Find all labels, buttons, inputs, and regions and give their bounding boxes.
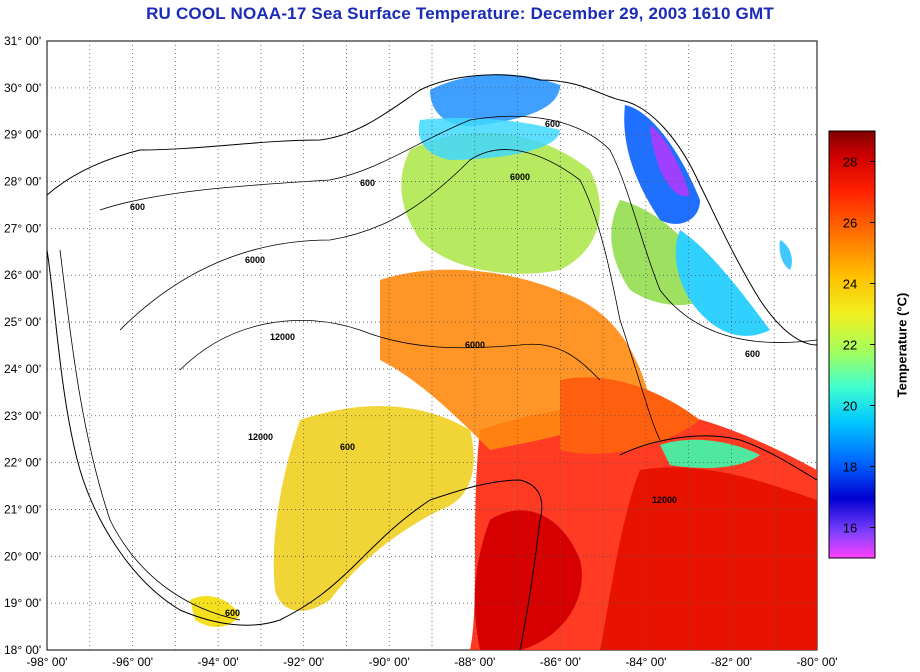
colorbar-ticks: 28 26 24 22 20 18 16 [843, 155, 875, 536]
coastline-gulf [47, 74, 817, 346]
graticule [47, 41, 817, 650]
contour-label: 600 [545, 119, 560, 129]
colorbar-tick-label: 18 [843, 460, 857, 475]
latitude-tick-label: 29° 00' [4, 128, 41, 142]
contour-label: 12000 [270, 332, 295, 342]
latitude-tick-label: 30° 00' [4, 81, 41, 95]
coastline-layer [47, 74, 817, 650]
colorbar-tick-label: 26 [843, 216, 857, 231]
colorbar-tick-label: 22 [843, 338, 857, 353]
map-title: RU COOL NOAA-17 Sea Surface Temperature:… [146, 4, 774, 23]
latitude-tick-label: 20° 00' [4, 549, 41, 563]
isobath-layer [59, 115, 817, 621]
sst-green-north [401, 132, 600, 274]
isobath-600-west [59, 249, 241, 621]
longitude-tick-label: -86° 00' [540, 655, 581, 669]
contour-label: 12000 [652, 495, 677, 505]
contour-label: 6000 [510, 172, 530, 182]
sst-layer [190, 74, 817, 650]
contour-label: 6000 [245, 255, 265, 265]
sst-deep-red-yucatan [474, 510, 582, 650]
longitude-tick-label: -90° 00' [369, 655, 410, 669]
latitude-tick-label: 25° 00' [4, 315, 41, 329]
sst-yellow-west [273, 406, 474, 611]
latitude-tick-label: 26° 00' [4, 268, 41, 282]
latitude-tick-label: 21° 00' [4, 502, 41, 516]
sst-purple-florida [650, 125, 690, 197]
latitude-tick-label: 22° 00' [4, 456, 41, 470]
isobath-6000 [119, 149, 661, 441]
longitude-tick-label: -96° 00' [112, 655, 153, 669]
sst-cyan-bahamas [779, 240, 792, 270]
colorbar-tick-label: 28 [843, 155, 857, 170]
coastline-mexico [47, 249, 543, 650]
sst-yellow-bay [190, 595, 240, 627]
sst-teal-cuba [660, 439, 760, 468]
latitude-labels: 31° 00' 30° 00' 29° 00' 28° 00' 27° 00' 26° 0… [4, 34, 41, 657]
latitude-tick-label: 28° 00' [4, 175, 41, 189]
colorbar-label: Temperature (°C) [894, 292, 910, 398]
longitude-tick-label: -84° 00' [625, 655, 666, 669]
longitude-tick-label: -92° 00' [283, 655, 324, 669]
isobath-600 [99, 115, 817, 343]
longitude-labels: -98° 00' -96° 00' -94° 00' -92° 00' -90° 00'… [26, 655, 837, 669]
colorbar-tick-label: 24 [843, 277, 857, 292]
colorbar [828, 130, 876, 559]
colorbar-tick-label: 16 [843, 521, 857, 536]
latitude-tick-label: 23° 00' [4, 409, 41, 423]
contour-label: 600 [340, 442, 355, 452]
isobath-12000 [179, 319, 601, 381]
sst-cyan-north [418, 118, 560, 160]
longitude-tick-label: -82° 00' [711, 655, 752, 669]
coastline-cuba [619, 435, 817, 481]
latitude-tick-label: 18° 00' [4, 643, 41, 657]
latitude-tick-label: 31° 00' [4, 34, 41, 48]
sst-cyan-florida [675, 230, 770, 336]
sst-red-caribbean [600, 467, 817, 650]
latitude-tick-label: 19° 00' [4, 596, 41, 610]
sst-orange-east [560, 377, 700, 454]
contour-label: 600 [130, 202, 145, 212]
contour-label: 600 [745, 349, 760, 359]
contour-label: 600 [360, 178, 375, 188]
latitude-tick-label: 27° 00' [4, 221, 41, 235]
longitude-tick-label: -94° 00' [198, 655, 239, 669]
sst-blue-north [430, 74, 560, 126]
longitude-tick-label: -80° 00' [796, 655, 837, 669]
longitude-tick-label: -98° 00' [26, 655, 67, 669]
longitude-tick-label: -88° 00' [454, 655, 495, 669]
colorbar-tick-label: 20 [843, 399, 857, 414]
contour-label: 600 [225, 608, 240, 618]
latitude-tick-label: 24° 00' [4, 362, 41, 376]
